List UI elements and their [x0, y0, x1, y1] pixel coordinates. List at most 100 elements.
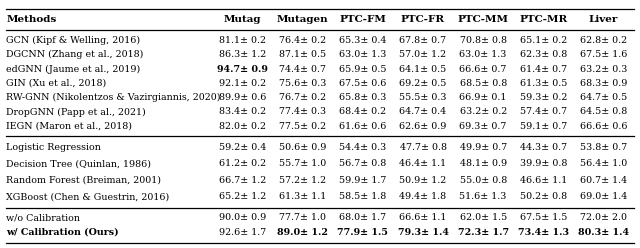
Text: 67.5± 1.6: 67.5± 1.6: [580, 50, 627, 59]
Text: DropGNN (Papp et al., 2021): DropGNN (Papp et al., 2021): [6, 107, 146, 117]
Text: 61.4± 0.7: 61.4± 0.7: [520, 64, 567, 73]
Text: 75.6± 0.3: 75.6± 0.3: [279, 79, 326, 88]
Text: 65.8± 0.3: 65.8± 0.3: [339, 93, 387, 102]
Text: 70.8± 0.8: 70.8± 0.8: [460, 36, 507, 45]
Text: 53.8± 0.7: 53.8± 0.7: [580, 143, 627, 152]
Text: w/ Calibration (Ours): w/ Calibration (Ours): [6, 228, 119, 237]
Text: 73.4± 1.3: 73.4± 1.3: [518, 228, 569, 237]
Text: 64.5± 0.8: 64.5± 0.8: [580, 107, 627, 117]
Text: 86.3± 1.2: 86.3± 1.2: [219, 50, 266, 59]
Text: 62.8± 0.2: 62.8± 0.2: [580, 36, 627, 45]
Text: 51.6± 1.3: 51.6± 1.3: [460, 192, 507, 201]
Text: 58.5± 1.8: 58.5± 1.8: [339, 192, 387, 201]
Text: 67.5± 0.6: 67.5± 0.6: [339, 79, 387, 88]
Text: 49.9± 0.7: 49.9± 0.7: [460, 143, 507, 152]
Text: 77.4± 0.3: 77.4± 0.3: [279, 107, 326, 117]
Text: 68.5± 0.8: 68.5± 0.8: [460, 79, 507, 88]
Text: 64.1± 0.5: 64.1± 0.5: [399, 64, 447, 73]
Text: 59.2± 0.4: 59.2± 0.4: [219, 143, 266, 152]
Text: 39.9± 0.8: 39.9± 0.8: [520, 159, 567, 168]
Text: 77.9± 1.5: 77.9± 1.5: [337, 228, 388, 237]
Text: 50.6± 0.9: 50.6± 0.9: [279, 143, 326, 152]
Text: PTC-MR: PTC-MR: [519, 15, 568, 24]
Text: 76.7± 0.2: 76.7± 0.2: [279, 93, 326, 102]
Text: 76.4± 0.2: 76.4± 0.2: [279, 36, 326, 45]
Text: 44.3± 0.7: 44.3± 0.7: [520, 143, 567, 152]
Text: Decision Tree (Quinlan, 1986): Decision Tree (Quinlan, 1986): [6, 159, 152, 168]
Text: DGCNN (Zhang et al., 2018): DGCNN (Zhang et al., 2018): [6, 50, 144, 59]
Text: 67.5± 1.5: 67.5± 1.5: [520, 214, 567, 222]
Text: 62.3± 0.8: 62.3± 0.8: [520, 50, 567, 59]
Text: 55.7± 1.0: 55.7± 1.0: [279, 159, 326, 168]
Text: 69.0± 1.4: 69.0± 1.4: [580, 192, 627, 201]
Text: 65.3± 0.4: 65.3± 0.4: [339, 36, 387, 45]
Text: w/o Calibration: w/o Calibration: [6, 214, 81, 222]
Text: XGBoost (Chen & Guestrin, 2016): XGBoost (Chen & Guestrin, 2016): [6, 192, 170, 201]
Text: 66.6± 1.1: 66.6± 1.1: [399, 214, 447, 222]
Text: 66.6± 0.6: 66.6± 0.6: [580, 122, 627, 131]
Text: 59.1± 0.7: 59.1± 0.7: [520, 122, 567, 131]
Text: 90.0± 0.9: 90.0± 0.9: [219, 214, 266, 222]
Text: 63.2± 0.2: 63.2± 0.2: [460, 107, 507, 117]
Text: GCN (Kipf & Welling, 2016): GCN (Kipf & Welling, 2016): [6, 36, 141, 45]
Text: 68.0± 1.7: 68.0± 1.7: [339, 214, 387, 222]
Text: 77.5± 0.2: 77.5± 0.2: [279, 122, 326, 131]
Text: 63.2± 0.3: 63.2± 0.3: [580, 64, 627, 73]
Text: 55.0± 0.8: 55.0± 0.8: [460, 176, 507, 185]
Text: 57.4± 0.7: 57.4± 0.7: [520, 107, 567, 117]
Text: Mutag: Mutag: [224, 15, 261, 24]
Text: 81.1± 0.2: 81.1± 0.2: [219, 36, 266, 45]
Text: 82.0± 0.2: 82.0± 0.2: [219, 122, 266, 131]
Text: 62.6± 0.9: 62.6± 0.9: [399, 122, 447, 131]
Text: 65.2± 1.2: 65.2± 1.2: [219, 192, 266, 201]
Text: 59.3± 0.2: 59.3± 0.2: [520, 93, 567, 102]
Text: 47.7± 0.8: 47.7± 0.8: [399, 143, 447, 152]
Text: 92.1± 0.2: 92.1± 0.2: [219, 79, 266, 88]
Text: 72.0± 2.0: 72.0± 2.0: [580, 214, 627, 222]
Text: 87.1± 0.5: 87.1± 0.5: [279, 50, 326, 59]
Text: 46.6± 1.1: 46.6± 1.1: [520, 176, 567, 185]
Text: edGNN (Jaume et al., 2019): edGNN (Jaume et al., 2019): [6, 64, 141, 74]
Text: 50.2± 0.8: 50.2± 0.8: [520, 192, 567, 201]
Text: 92.6± 1.7: 92.6± 1.7: [219, 228, 266, 237]
Text: 64.7± 0.5: 64.7± 0.5: [580, 93, 627, 102]
Text: 94.7± 0.9: 94.7± 0.9: [217, 64, 268, 73]
Text: 77.7± 1.0: 77.7± 1.0: [279, 214, 326, 222]
Text: 65.9± 0.5: 65.9± 0.5: [339, 64, 387, 73]
Text: 67.8± 0.7: 67.8± 0.7: [399, 36, 447, 45]
Text: 69.2± 0.5: 69.2± 0.5: [399, 79, 447, 88]
Text: 50.9± 1.2: 50.9± 1.2: [399, 176, 447, 185]
Text: PTC-FR: PTC-FR: [401, 15, 445, 24]
Text: 57.2± 1.2: 57.2± 1.2: [279, 176, 326, 185]
Text: 61.3± 0.5: 61.3± 0.5: [520, 79, 567, 88]
Text: 65.1± 0.2: 65.1± 0.2: [520, 36, 567, 45]
Text: PTC-FM: PTC-FM: [339, 15, 387, 24]
Text: 79.3± 1.4: 79.3± 1.4: [397, 228, 449, 237]
Text: 69.3± 0.7: 69.3± 0.7: [460, 122, 507, 131]
Text: RW-GNN (Nikolentzos & Vazirgiannis, 2020): RW-GNN (Nikolentzos & Vazirgiannis, 2020…: [6, 93, 221, 102]
Text: 59.9± 1.7: 59.9± 1.7: [339, 176, 387, 185]
Text: 74.4± 0.7: 74.4± 0.7: [279, 64, 326, 73]
Text: 72.3± 1.7: 72.3± 1.7: [458, 228, 509, 237]
Text: 56.7± 0.8: 56.7± 0.8: [339, 159, 387, 168]
Text: 64.7± 0.4: 64.7± 0.4: [399, 107, 447, 117]
Text: Liver: Liver: [589, 15, 618, 24]
Text: 66.6± 0.7: 66.6± 0.7: [460, 64, 507, 73]
Text: IEGN (Maron et al., 2018): IEGN (Maron et al., 2018): [6, 122, 132, 131]
Text: 66.9± 0.1: 66.9± 0.1: [460, 93, 507, 102]
Text: 66.7± 1.2: 66.7± 1.2: [219, 176, 266, 185]
Text: 80.3± 1.4: 80.3± 1.4: [578, 228, 629, 237]
Text: 55.5± 0.3: 55.5± 0.3: [399, 93, 447, 102]
Text: 57.0± 1.2: 57.0± 1.2: [399, 50, 447, 59]
Text: 60.7± 1.4: 60.7± 1.4: [580, 176, 627, 185]
Text: Random Forest (Breiman, 2001): Random Forest (Breiman, 2001): [6, 176, 161, 185]
Text: Logistic Regression: Logistic Regression: [6, 143, 101, 152]
Text: Methods: Methods: [6, 15, 57, 24]
Text: 49.4± 1.8: 49.4± 1.8: [399, 192, 447, 201]
Text: 83.4± 0.2: 83.4± 0.2: [219, 107, 266, 117]
Text: 46.4± 1.1: 46.4± 1.1: [399, 159, 447, 168]
Text: 63.0± 1.3: 63.0± 1.3: [339, 50, 387, 59]
Text: 89.0± 1.2: 89.0± 1.2: [277, 228, 328, 237]
Text: 61.3± 1.1: 61.3± 1.1: [279, 192, 326, 201]
Text: 54.4± 0.3: 54.4± 0.3: [339, 143, 387, 152]
